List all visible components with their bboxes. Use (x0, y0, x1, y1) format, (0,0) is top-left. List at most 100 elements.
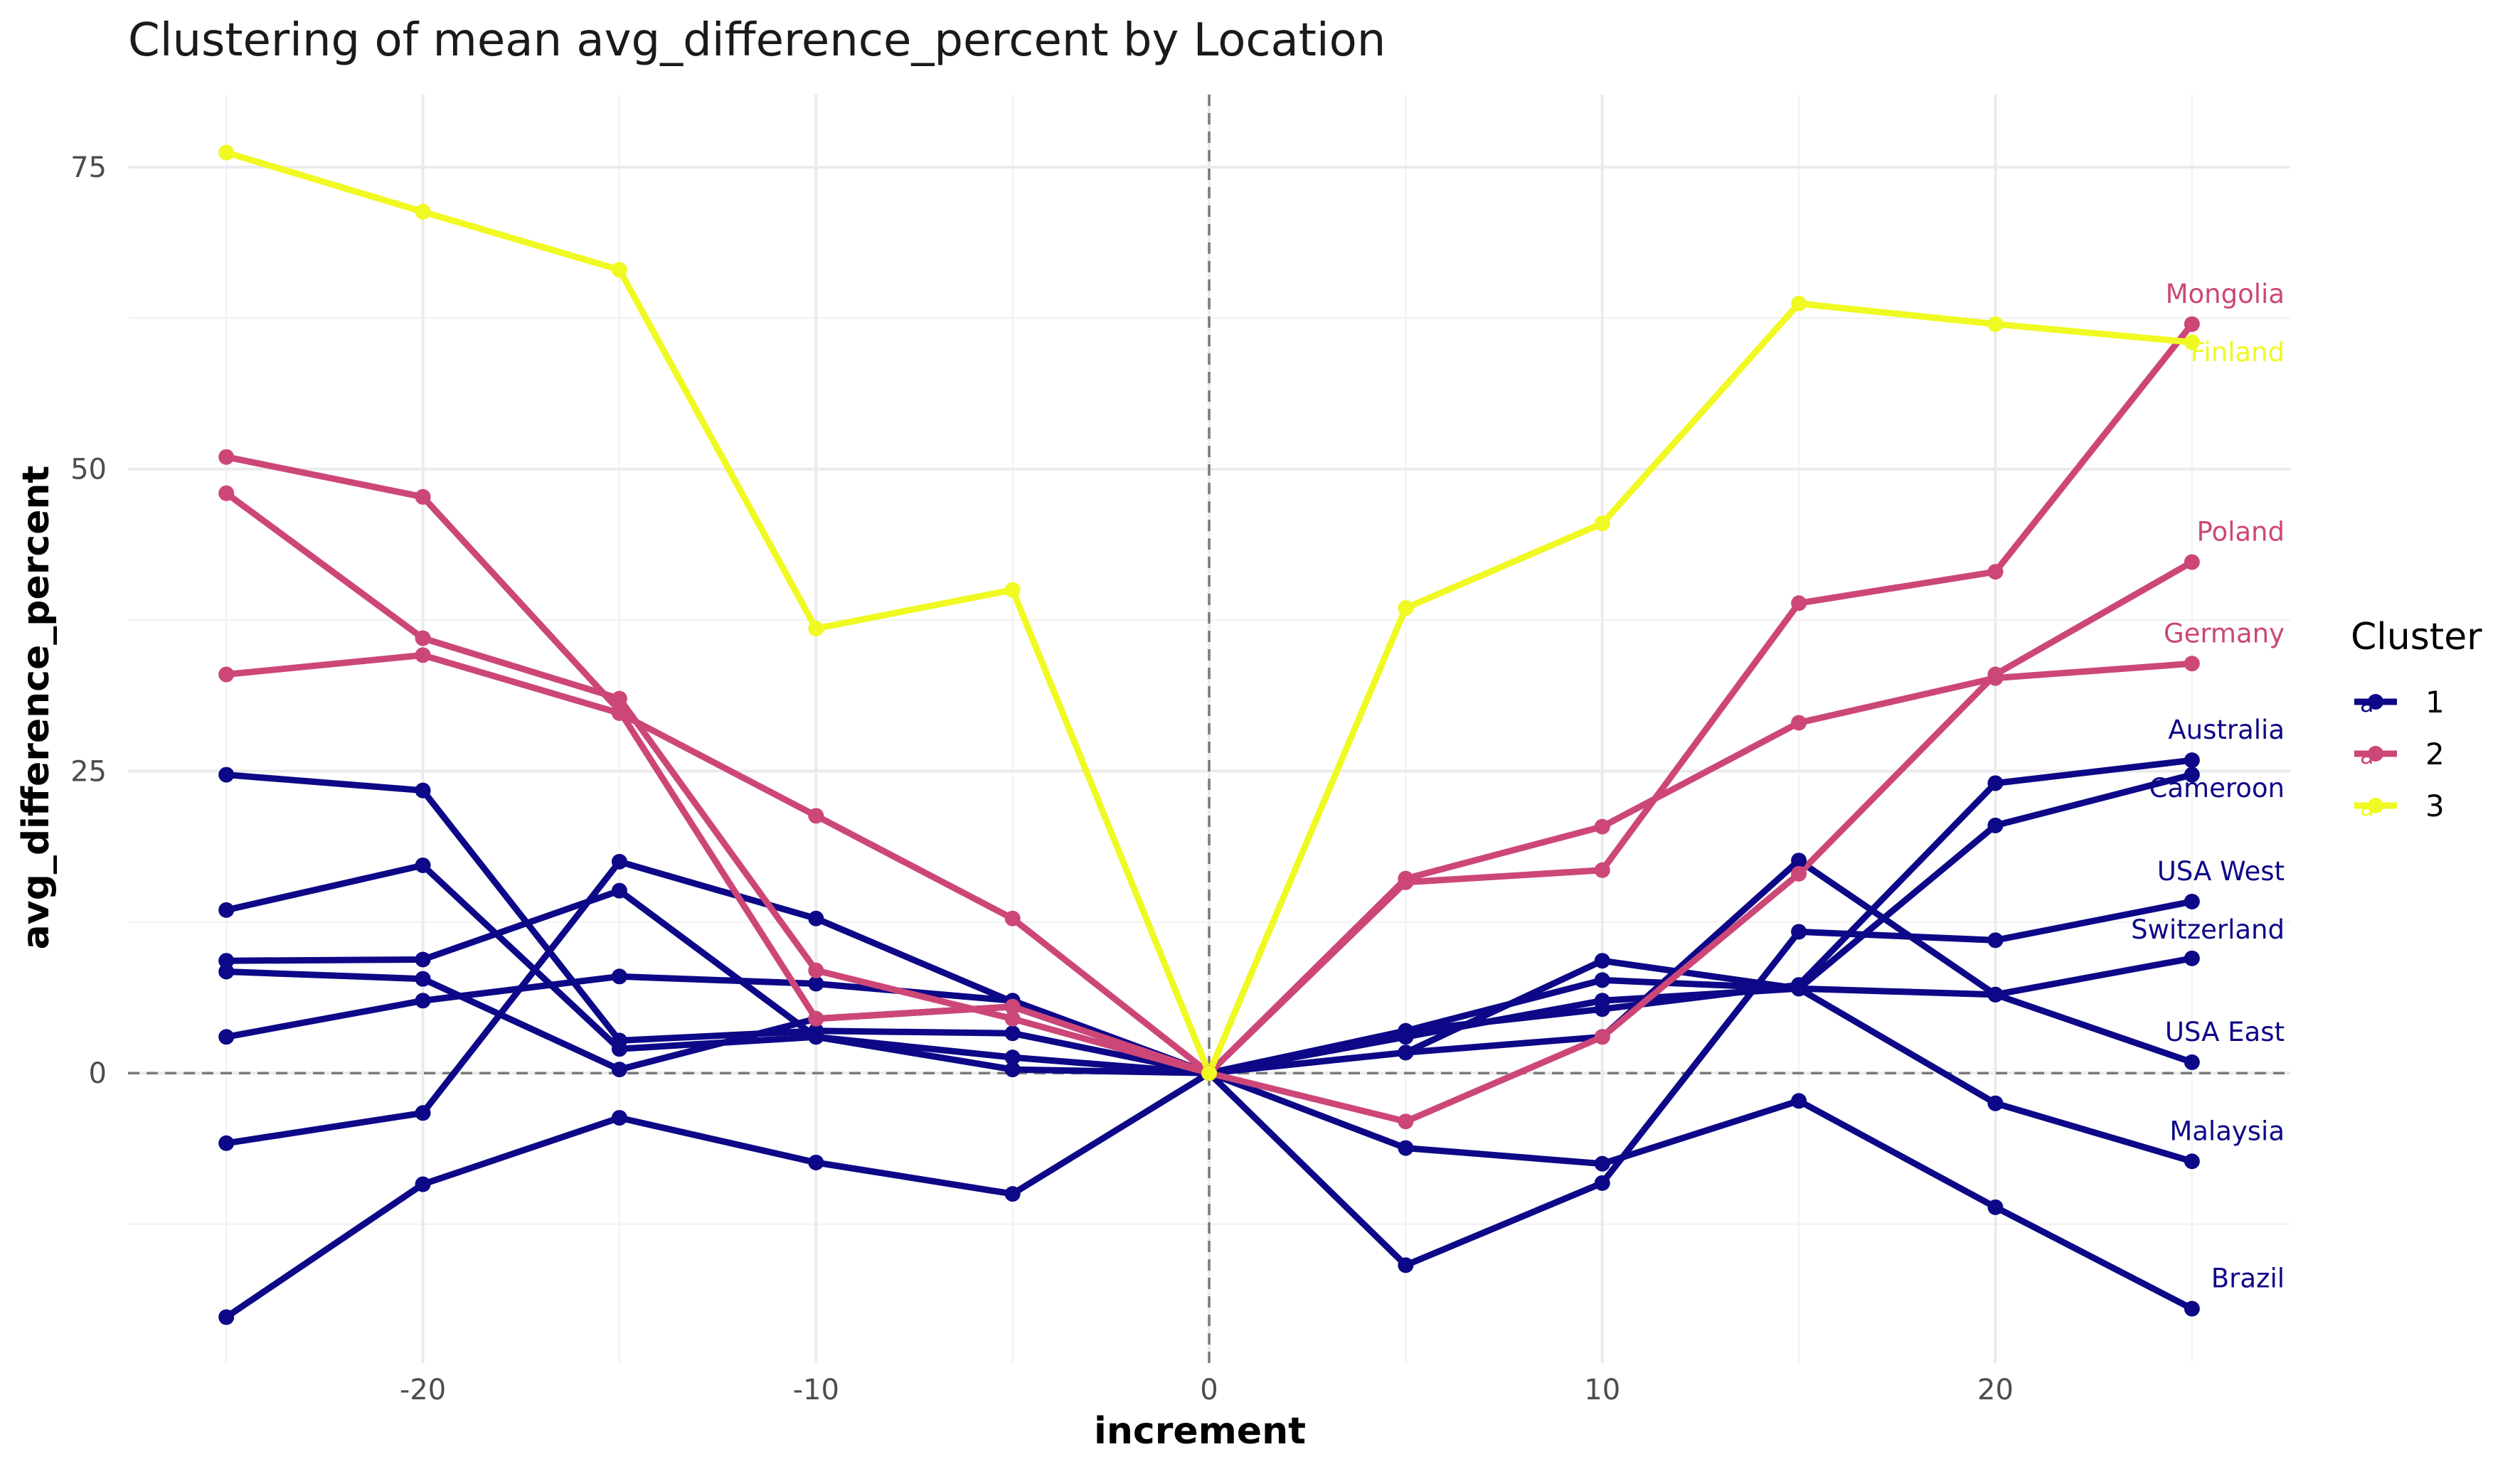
data-point (1594, 1001, 1610, 1017)
data-point (2184, 1054, 2200, 1070)
data-point (1594, 953, 1610, 969)
data-point (1594, 1029, 1610, 1045)
data-point (415, 951, 431, 968)
data-point (1791, 1093, 1807, 1109)
series-label: Australia (2168, 715, 2285, 745)
data-point (218, 963, 235, 980)
data-point (415, 630, 431, 646)
data-point (1004, 582, 1021, 598)
y-axis-title: avg_difference_percent (15, 466, 58, 950)
data-point (1791, 295, 1807, 311)
y-tick-label: 50 (70, 454, 107, 486)
legend-label: 2 (2425, 737, 2445, 771)
series-label: Brazil (2211, 1264, 2285, 1294)
series-points (218, 144, 2200, 1325)
data-point (415, 1176, 431, 1192)
series-label: Mongolia (2166, 279, 2285, 309)
data-point (611, 1032, 627, 1049)
legend-text-glyph: a (2360, 690, 2374, 717)
data-point (415, 782, 431, 798)
legend-label: 1 (2425, 685, 2445, 720)
series-label: Finland (2191, 337, 2285, 368)
y-tick-label: 0 (89, 1057, 107, 1090)
data-point (1791, 977, 1807, 993)
data-point (2184, 1300, 2200, 1317)
data-point (1004, 1025, 1021, 1042)
data-point (2184, 554, 2200, 570)
data-point (611, 968, 627, 985)
data-point (611, 690, 627, 707)
legend-text-glyph: a (2360, 742, 2374, 769)
data-point (1987, 564, 2004, 580)
series-label: Cameroon (2149, 773, 2285, 803)
data-point (1987, 775, 2004, 791)
data-point (808, 808, 824, 824)
data-point (1594, 818, 1610, 835)
series-label: Malaysia (2169, 1116, 2285, 1146)
y-tick-label: 75 (70, 151, 107, 184)
data-point (808, 962, 824, 978)
data-point (218, 449, 235, 465)
data-point (1398, 1113, 1414, 1130)
data-point (808, 1022, 824, 1039)
data-point (611, 703, 627, 719)
data-point (1201, 1065, 1217, 1081)
series-labels: Mongolia Finland Poland Germany Australia Cam… (2131, 279, 2285, 1294)
data-point (1791, 924, 1807, 940)
x-tick-label: 10 (1584, 1374, 1620, 1406)
x-tick-label: 0 (1200, 1374, 1218, 1406)
data-point (218, 485, 235, 501)
data-point (1594, 516, 1610, 532)
legend-label: 3 (2425, 789, 2445, 823)
series-label: USA East (2165, 1017, 2285, 1047)
data-point (1987, 1199, 2004, 1215)
data-point (1987, 666, 2004, 683)
data-point (1987, 1095, 2004, 1111)
legend-text-glyph: a (2360, 794, 2374, 821)
data-point (808, 1154, 824, 1170)
data-point (1987, 986, 2004, 1003)
legend-point-glyph (2368, 746, 2383, 762)
data-point (1594, 1175, 1610, 1191)
data-point (218, 1029, 235, 1045)
data-point (1594, 1155, 1610, 1172)
data-point (611, 262, 627, 278)
data-point (1004, 1049, 1021, 1066)
data-point (2184, 334, 2200, 351)
data-point (1987, 817, 2004, 833)
data-point (218, 666, 235, 683)
data-point (2184, 766, 2200, 783)
data-point (1398, 1140, 1414, 1156)
x-tick-label: 20 (1977, 1374, 2014, 1406)
data-point (1987, 316, 2004, 332)
data-point (611, 882, 627, 899)
data-point (1004, 910, 1021, 926)
data-point (1004, 1062, 1021, 1078)
x-tick-label: -20 (400, 1374, 446, 1406)
data-point (415, 1105, 431, 1121)
data-point (1004, 1186, 1021, 1202)
legend-point-glyph (2368, 694, 2383, 710)
data-point (1398, 600, 1414, 616)
series-label: Switzerland (2131, 914, 2285, 945)
x-tick-labels: -20 -10 0 10 20 (400, 1374, 2014, 1406)
x-axis-title: increment (1094, 1410, 1306, 1453)
data-point (2184, 316, 2200, 332)
data-point (218, 766, 235, 783)
chart-title: Clustering of mean avg_difference_percen… (128, 14, 1386, 67)
data-point (1791, 865, 1807, 882)
data-point (1398, 1045, 1414, 1061)
data-point (2184, 893, 2200, 909)
data-point (1398, 874, 1414, 890)
series-label: Poland (2196, 517, 2285, 547)
data-point (2184, 1153, 2200, 1170)
series-label: USA West (2157, 856, 2285, 887)
data-point (808, 910, 824, 926)
data-point (1791, 595, 1807, 611)
data-point (2184, 950, 2200, 966)
x-tick-label: -10 (793, 1374, 839, 1406)
